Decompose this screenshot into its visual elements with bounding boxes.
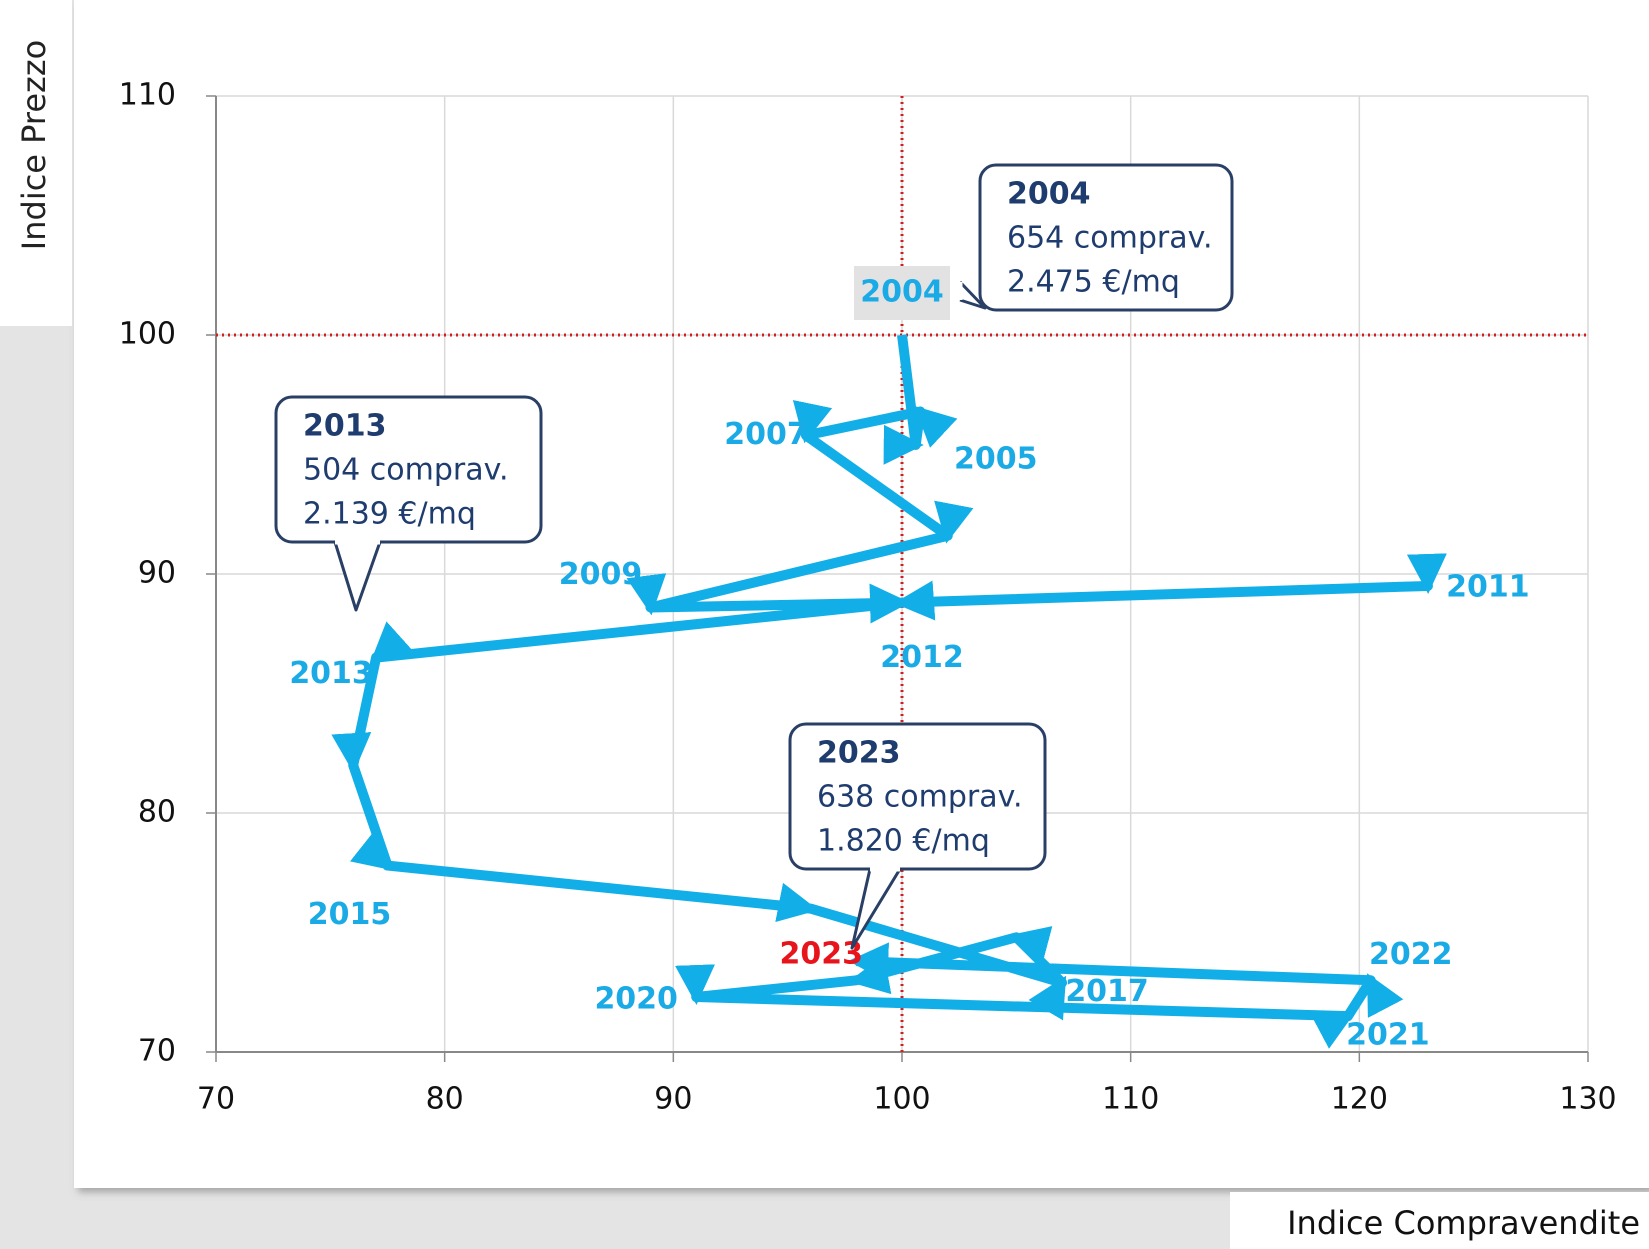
x-tick-label: 130 bbox=[1559, 1082, 1616, 1117]
callout-text: 2013 bbox=[303, 409, 387, 444]
callout: 2013 504 comprav. 2.139 €/mq bbox=[274, 395, 543, 612]
trajectory-line bbox=[331, 334, 1448, 1049]
point-label: 2015 bbox=[308, 897, 392, 932]
point-label: 2022 bbox=[1369, 937, 1453, 972]
y-tick-label: 100 bbox=[119, 317, 176, 352]
y-tick-label: 110 bbox=[119, 78, 176, 113]
callout-pointer bbox=[333, 541, 382, 612]
callout: 2004 654 comprav. 2.475 €/mq bbox=[957, 163, 1234, 312]
callout-text: 2004 bbox=[1007, 177, 1091, 212]
callout-pointer bbox=[958, 280, 987, 310]
y-tick-label: 70 bbox=[138, 1034, 176, 1069]
point-label: 2005 bbox=[954, 441, 1038, 476]
point-label: 2011 bbox=[1446, 569, 1530, 604]
callout: 2023 638 comprav. 1.820 €/mq bbox=[788, 722, 1047, 950]
x-tick-label: 70 bbox=[197, 1082, 235, 1117]
callout-text: 638 comprav. bbox=[817, 780, 1023, 815]
callout-box bbox=[978, 163, 1234, 312]
point-label: 2013 bbox=[289, 656, 373, 691]
x-tick-label: 110 bbox=[1102, 1082, 1159, 1117]
point-label: 2023 bbox=[780, 937, 864, 972]
x-tick-label: 100 bbox=[873, 1082, 930, 1117]
x-tick-label: 120 bbox=[1331, 1082, 1388, 1117]
callout-text: 2023 bbox=[817, 736, 901, 771]
point-label: 2004 bbox=[860, 275, 944, 310]
callout-text: 654 comprav. bbox=[1007, 221, 1213, 256]
y-tick-label: 90 bbox=[138, 556, 176, 591]
callout-text: 2.139 €/mq bbox=[303, 497, 476, 532]
xlabel-box bbox=[1230, 1192, 1649, 1249]
callout-pointer bbox=[850, 868, 902, 950]
callout-box bbox=[788, 722, 1047, 871]
point-label: 2021 bbox=[1346, 1018, 1430, 1053]
x-tick-label: 90 bbox=[654, 1082, 692, 1117]
callout-box bbox=[274, 395, 543, 544]
point-label: 2017 bbox=[1065, 974, 1149, 1009]
label-bg bbox=[854, 266, 950, 320]
plot-panel bbox=[74, 0, 1649, 1188]
x-axis-label: Indice Compravendite bbox=[1287, 1204, 1640, 1242]
point-label: 2020 bbox=[594, 982, 678, 1017]
callout-text: 2.475 €/mq bbox=[1007, 265, 1180, 300]
ylabel-box bbox=[0, 0, 72, 326]
point-label: 2009 bbox=[559, 557, 643, 592]
y-axis-label: Indice Prezzo bbox=[15, 40, 53, 250]
callout-text: 1.820 €/mq bbox=[817, 824, 990, 859]
point-label: 2012 bbox=[880, 640, 964, 675]
x-tick-label: 80 bbox=[426, 1082, 464, 1117]
y-tick-label: 80 bbox=[138, 795, 176, 830]
callout-text: 504 comprav. bbox=[303, 453, 509, 488]
point-label: 2007 bbox=[724, 417, 808, 452]
